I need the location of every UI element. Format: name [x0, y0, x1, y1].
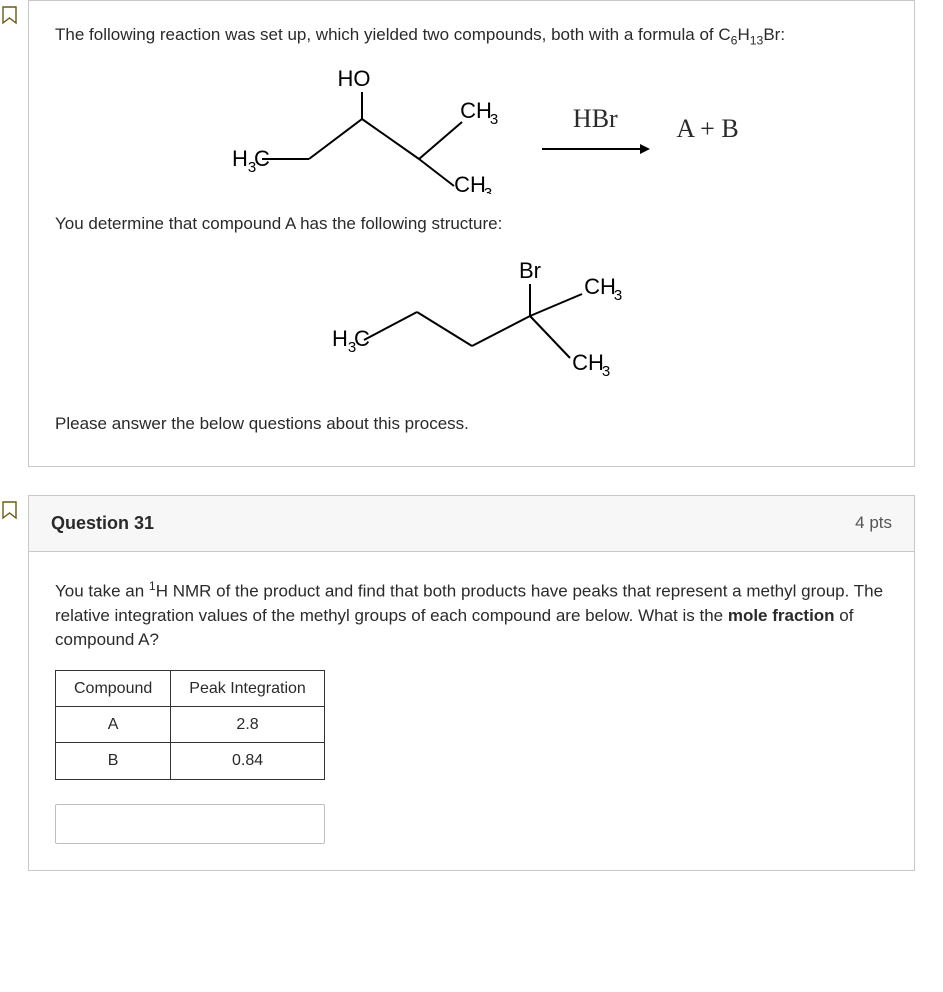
svg-text:3: 3 [613, 287, 621, 304]
table-header: Compound [56, 671, 171, 707]
question-card: Question 31 4 pts You take an 1H NMR of … [28, 495, 915, 870]
svg-text:CH: CH [572, 350, 604, 375]
svg-text:CH: CH [584, 274, 616, 299]
question-points: 4 pts [855, 511, 892, 536]
svg-text:3: 3 [490, 111, 498, 128]
svg-text:3: 3 [484, 185, 492, 194]
answer-input[interactable] [55, 804, 325, 844]
starting-material-structure: H3C HO CH3 CH3 [204, 64, 514, 194]
table-row: A 2.8 [56, 707, 325, 743]
table-header: Peak Integration [171, 671, 325, 707]
reaction-arrow: HBr [540, 100, 650, 158]
svg-text:Br: Br [519, 258, 541, 283]
bookmark-flag-icon[interactable] [1, 500, 19, 522]
svg-text:H: H [332, 326, 348, 351]
svg-text:HO: HO [338, 66, 371, 91]
bookmark-flag-icon[interactable] [1, 5, 19, 27]
context-mid-text: You determine that compound A has the fo… [55, 212, 888, 237]
svg-text:3: 3 [601, 363, 609, 380]
context-intro: The following reaction was set up, which… [55, 23, 888, 50]
context-closing-text: Please answer the below questions about … [55, 412, 888, 437]
product-summary-label: A + B [676, 110, 738, 148]
svg-text:C: C [354, 326, 370, 351]
integration-table: Compound Peak Integration A 2.8 B 0.84 [55, 670, 325, 780]
table-row: B 0.84 [56, 743, 325, 779]
svg-text:CH: CH [454, 172, 486, 194]
question-number: Question 31 [51, 510, 154, 536]
svg-text:CH: CH [460, 98, 492, 123]
svg-text:H: H [232, 146, 248, 171]
question-prompt: You take an 1H NMR of the product and fi… [55, 578, 888, 654]
arrow-icon [540, 140, 650, 158]
reagent-label: HBr [573, 100, 618, 138]
reaction-scheme: H3C HO CH3 CH3 HBr A + B [55, 64, 888, 194]
question-header: Question 31 4 pts [29, 496, 914, 551]
product-a-structure: H3C Br CH3 CH3 [292, 254, 652, 394]
table-header-row: Compound Peak Integration [56, 671, 325, 707]
context-card: The following reaction was set up, which… [28, 0, 915, 467]
svg-text:C: C [254, 146, 270, 171]
